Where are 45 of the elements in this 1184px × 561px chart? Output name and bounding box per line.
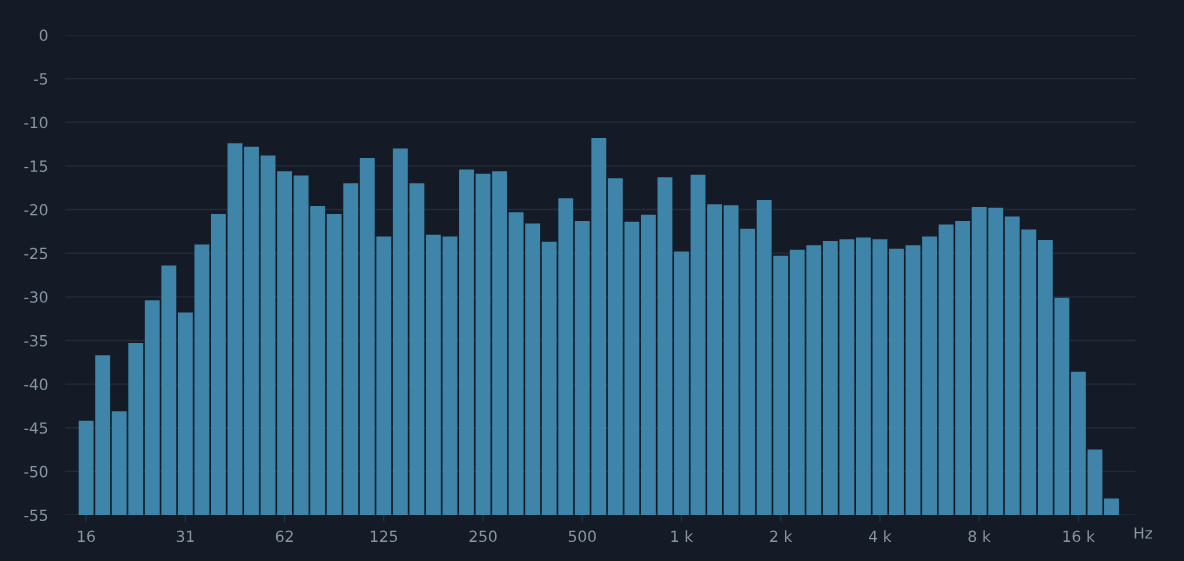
bar [492,171,508,515]
y-tick-label: 0 [39,29,48,42]
x-tick-label: 4 k [868,530,892,542]
y-tick-label: -15 [24,160,48,172]
bar [210,213,226,515]
y-tick-label: -5 [33,73,48,85]
bar [277,171,293,515]
bar [889,248,904,515]
bar [690,174,706,515]
y-tick-label: -55 [24,509,48,522]
x-tick-label: 500 [568,530,596,543]
bar [1104,498,1119,515]
bar [707,204,723,515]
y-tick-label: -10 [24,116,48,129]
x-axis-title: Hz [1134,527,1153,539]
y-tick-label: -45 [24,422,48,434]
x-tick-label: 125 [370,530,398,543]
bar [244,146,259,515]
bar [227,143,243,515]
bar [674,251,689,515]
x-tick-label: 16 k [1063,530,1095,543]
y-tick-label: -25 [24,247,48,260]
bar [905,245,921,515]
x-tick-label: 1 k [671,530,694,542]
bar [475,173,491,515]
bar [922,236,937,515]
y-tick-label: -30 [24,291,48,303]
bar [442,236,458,515]
x-tick-label: 250 [469,530,497,543]
bar [260,155,276,515]
bar [657,177,673,515]
bar [855,237,871,515]
bar [872,239,888,515]
x-tick-label: 62 [275,530,293,543]
bar [459,169,474,515]
y-tick-label: -50 [24,465,48,478]
x-tick-label: 16 [78,530,95,543]
x-tick-label: 8 k [968,530,991,543]
x-tick-label: 2 k [770,530,793,542]
x-tick-label: 31 [176,530,194,543]
y-tick-label: -40 [24,378,48,391]
y-tick-label: -20 [24,204,48,216]
bar [425,234,441,515]
y-tick-label: -35 [24,334,48,347]
bar [640,214,656,515]
